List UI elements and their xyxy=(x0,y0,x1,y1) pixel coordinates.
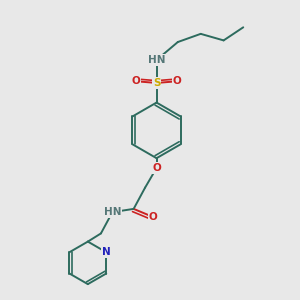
Text: O: O xyxy=(172,76,181,86)
Text: O: O xyxy=(132,76,141,86)
Text: S: S xyxy=(153,78,160,88)
Text: HN: HN xyxy=(103,207,121,217)
Text: HN: HN xyxy=(148,55,165,65)
Text: N: N xyxy=(102,247,111,257)
Text: O: O xyxy=(149,212,158,222)
Text: O: O xyxy=(152,163,161,173)
